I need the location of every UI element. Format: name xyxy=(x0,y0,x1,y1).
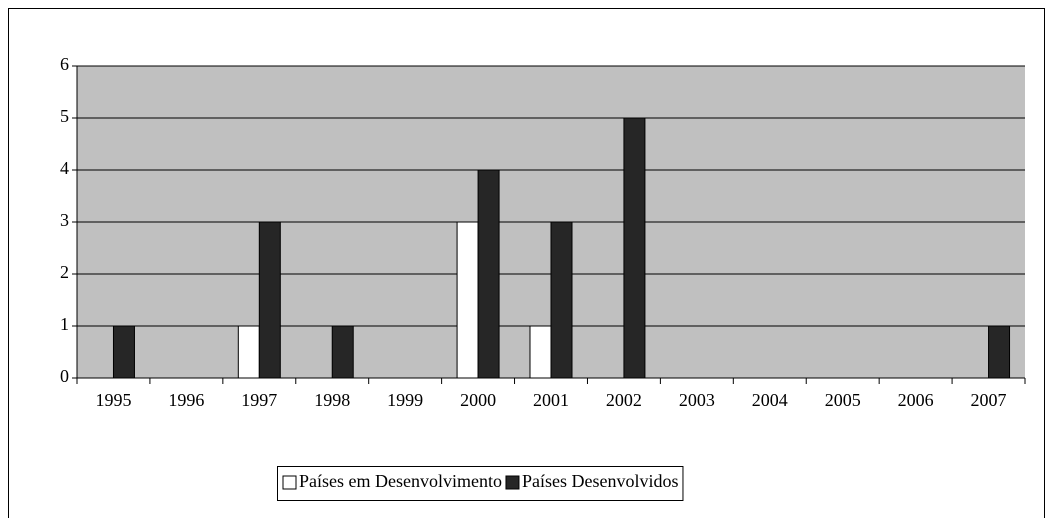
legend-label: Países em Desenvolvimento xyxy=(299,471,502,491)
y-tick-label: 0 xyxy=(60,366,69,386)
bar xyxy=(237,325,260,379)
y-tick-label: 5 xyxy=(60,106,69,126)
x-tick-label: 2005 xyxy=(825,390,861,410)
x-tick-label: 2003 xyxy=(679,390,715,410)
x-tick-label: 1999 xyxy=(387,390,423,410)
bar xyxy=(550,221,573,379)
bar xyxy=(623,117,646,379)
bar xyxy=(258,221,281,379)
bar xyxy=(529,325,552,379)
bar xyxy=(477,169,500,379)
bar xyxy=(331,325,354,379)
y-tick-label: 3 xyxy=(60,210,69,230)
x-tick-label: 2007 xyxy=(971,390,1007,410)
bar xyxy=(456,221,479,379)
x-tick-label: 2006 xyxy=(898,390,934,410)
x-tick-label: 1997 xyxy=(241,390,277,410)
x-tick-label: 1998 xyxy=(314,390,350,410)
x-tick-label: 2001 xyxy=(533,390,569,410)
x-tick-label: 1995 xyxy=(95,390,131,410)
y-tick-label: 6 xyxy=(60,54,69,74)
legend-swatch xyxy=(505,475,520,490)
y-tick-label: 4 xyxy=(60,158,69,178)
bar xyxy=(112,325,135,379)
legend-box xyxy=(277,466,684,501)
x-tick-label: 2002 xyxy=(606,390,642,410)
bar xyxy=(988,325,1011,379)
x-tick-label: 2000 xyxy=(460,390,496,410)
y-tick-label: 1 xyxy=(60,314,69,334)
x-tick-label: 2004 xyxy=(752,390,788,410)
legend-label: Países Desenvolvidos xyxy=(522,471,679,491)
y-tick-label: 2 xyxy=(60,262,69,282)
x-tick-label: 1996 xyxy=(168,390,204,410)
legend-swatch xyxy=(282,475,297,490)
